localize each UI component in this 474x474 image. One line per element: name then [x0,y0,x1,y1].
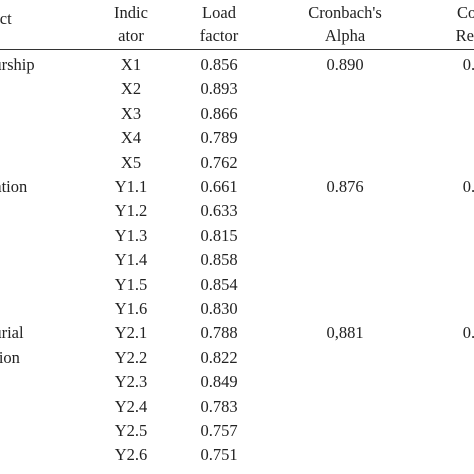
load-factor-cell: 0.788 [200,323,238,343]
indicator-cell: Y2.4 [114,396,148,416]
construct-cell: eurial [0,323,24,343]
load-factor-cell: 0.858 [200,250,238,270]
indicator-cell: Y1.6 [114,299,148,318]
load-factor-cell: 0.815 [200,225,238,245]
indicator-cell: Y1.4 [114,250,148,270]
indicator-cell: Y2.5 [114,421,148,440]
load-factor-cell: 0.633 [200,201,238,221]
header-construct: ruct [0,9,12,28]
load-factor-cell: 0.854 [200,274,238,294]
header-load-line2: factor [199,26,239,45]
header-rule [0,49,474,50]
header-indicator-line2: ator [118,26,144,45]
indicator-cell: X3 [120,103,142,123]
load-factor-cell: 0.822 [200,347,238,367]
cronbach-alpha-cell: 0.890 [326,55,364,74]
load-factor-cell: 0.866 [200,103,238,123]
load-factor-cell: 0.762 [200,152,238,172]
indicator-cell: Y1.5 [114,274,148,294]
header-alpha-line2: Alpha [324,26,366,45]
reliability-cell: 0.9 [462,55,474,74]
header-alpha-line1: Cronbach's [308,3,382,22]
load-factor-cell: 0.751 [200,445,238,465]
indicator-cell: X1 [120,55,142,74]
indicator-cell: X4 [120,128,142,148]
cronbach-alpha-cell: 0.876 [326,177,364,196]
header-reliability-line2: Relia [455,26,474,45]
header-indicator-line1: Indic [114,3,148,22]
indicator-cell: X2 [120,79,142,99]
construct-cell: vation [0,177,28,196]
indicator-cell: Y1.2 [114,201,148,221]
indicator-cell: Y2.6 [114,445,148,465]
load-factor-cell: 0.830 [200,299,238,318]
load-factor-cell: 0.849 [200,372,238,392]
load-factor-cell: 0.661 [200,177,238,196]
indicator-cell: Y2.3 [114,372,148,392]
indicator-cell: X5 [120,152,142,172]
indicator-cell: Y2.1 [114,323,148,343]
load-factor-cell: 0.757 [200,421,238,440]
load-factor-cell: 0.893 [200,79,238,99]
header-reliability-line1: Com [456,3,474,22]
reliability-cell: 0.9 [462,323,474,343]
cronbach-alpha-cell: 0,881 [326,323,364,343]
construct-cell: eurship [0,55,35,74]
reliability-cell: 0.9 [462,177,474,196]
header-load-line1: Load [202,3,236,22]
indicator-cell: Y2.2 [114,347,148,367]
indicator-cell: Y1.3 [114,225,148,245]
load-factor-cell: 0.789 [200,128,238,148]
load-factor-cell: 0.783 [200,396,238,416]
construct-cell: ntion [0,347,20,367]
indicator-cell: Y1.1 [114,177,148,196]
load-factor-cell: 0.856 [200,55,238,74]
